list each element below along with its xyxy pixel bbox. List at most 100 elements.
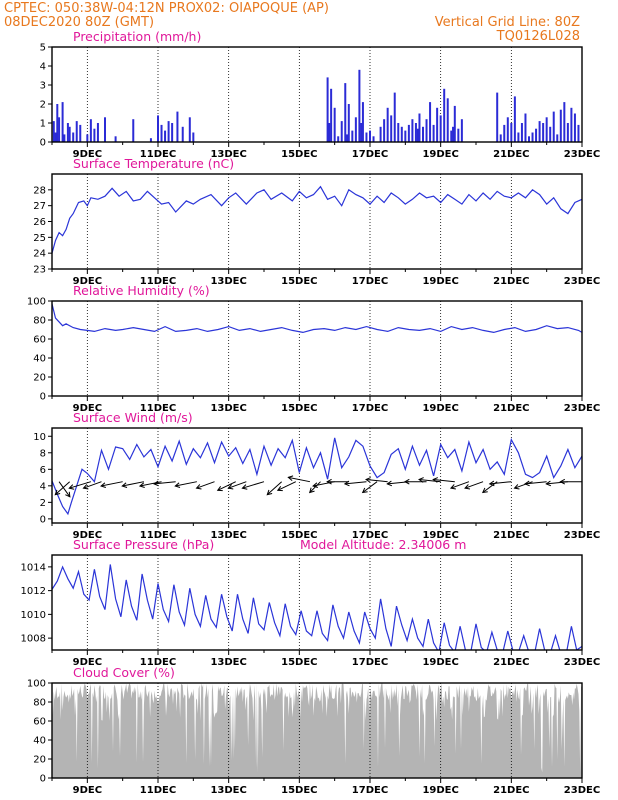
x-tick-label: 11DEC [140,785,176,796]
x-tick-label: 11DEC [140,149,176,160]
y-tick-label: 40 [33,736,46,747]
precip-bar [56,104,59,142]
y-tick-label: 1012 [21,586,46,597]
precip-bar [192,132,195,142]
wind-arrow [58,481,71,498]
wind-arrow [196,481,215,489]
precip-bar [443,88,446,142]
x-tick-label: 21DEC [493,657,529,668]
x-tick-label: 23DEC [564,149,600,160]
precip-bar [360,123,363,142]
precip-bar [188,117,191,142]
wind-arrow-head [121,482,128,488]
panel-cloud: Cloud Cover (%) 0 20 40 60 80 100 9DEC 11DEC 13DE… [27,665,600,796]
wind-arrow [217,481,236,491]
wind-arrow [419,479,441,483]
panel-title: Surface Wind (m/s) [73,410,193,425]
precip-bar [354,117,357,142]
panel-precip: Precipitation (mm/h) 0 1 2 3 4 5 9DEC 11DEC 13DEC… [40,29,601,160]
wind-arrow [288,476,311,483]
precip-bar [432,124,435,142]
wind-arrow-head [276,485,283,492]
y-tick-label: 100 [27,297,46,308]
y-tick-label: 60 [33,717,46,728]
x-tick-label: 17DEC [352,276,388,287]
header-grid-line: Vertical Grid Line: 80Z [435,15,580,30]
precip-bar [164,130,167,142]
panel-frame [51,173,583,270]
precip-bar [418,113,421,142]
series-line [52,303,582,334]
x-tick-label: 19DEC [422,657,458,668]
precip-bar [104,117,106,142]
precip-bar [400,126,403,142]
wind-arrow-head [361,487,368,494]
precip-bar [496,92,499,142]
precip-bar [340,121,343,142]
precip-bar [570,107,573,142]
precip-bar [513,96,516,142]
precip-bar [563,102,566,142]
wind-arrow-head [287,475,294,481]
y-tick-label: 60 [33,335,46,346]
precip-bar [358,69,361,142]
wind-arrow-head [216,485,223,492]
precip-bar [330,88,333,142]
precip-bar [383,119,386,142]
precip-bar [344,83,347,142]
wind-arrow [344,481,367,485]
panel-annotation: Model Altitude: 2.34006 m [300,537,466,552]
precip-bar [556,134,559,142]
y-tick-label: 80 [33,316,46,327]
precip-bar [538,121,541,142]
wind-arrow-head [343,480,350,487]
x-tick-label: 11DEC [140,530,176,541]
precip-bar [439,115,442,142]
x-tick-label: 17DEC [352,657,388,668]
x-tick-label: 11DEC [140,657,176,668]
x-tick-label: 13DEC [210,785,246,796]
y-tick-label: 20 [33,755,46,766]
precip-bar [52,121,55,142]
precip-bar [407,124,410,142]
wind-arrow [242,481,265,489]
wind-arrow [228,481,247,489]
wind-arrow [69,481,92,489]
precip-bar [429,102,432,142]
precip-bar [54,132,57,142]
wind-arrow-head [195,484,202,490]
wind-arrow [433,479,455,483]
precip-bar [347,104,350,142]
x-tick-label: 13DEC [210,530,246,541]
series-line [52,437,582,516]
wind-arrow-head [174,482,181,488]
precip-bar [549,126,552,142]
x-tick-label: 17DEC [352,785,388,796]
precip-bar [114,136,117,142]
precip-bar [181,126,184,142]
precip-bar [506,117,509,142]
y-tick-label: 0 [40,514,46,525]
y-tick-label: 0 [40,774,46,785]
x-tick-label: 15DEC [281,785,317,796]
wind-arrow [175,481,197,487]
wind-arrow-head [68,484,75,490]
precip-bar [535,128,538,142]
y-tick-label: 4 [40,62,46,73]
precip-bar [96,123,99,142]
panel-frame [51,554,583,651]
precip-bar [425,119,428,142]
precip-bar [457,128,460,142]
panel-frame [51,682,583,779]
y-tick-label: 10 [33,432,46,443]
precip-bar [450,130,453,142]
precip-bar [333,107,336,142]
wind-arrow-head [403,478,410,485]
y-tick-label: 1 [40,119,46,130]
panel-title: Surface Pressure (hPa) [73,537,214,552]
wind-arrow-head [464,484,471,490]
precip-bar [157,115,159,142]
x-tick-label: 21DEC [493,403,529,414]
wind-arrow-head [308,487,315,494]
panel-frame [51,46,583,143]
